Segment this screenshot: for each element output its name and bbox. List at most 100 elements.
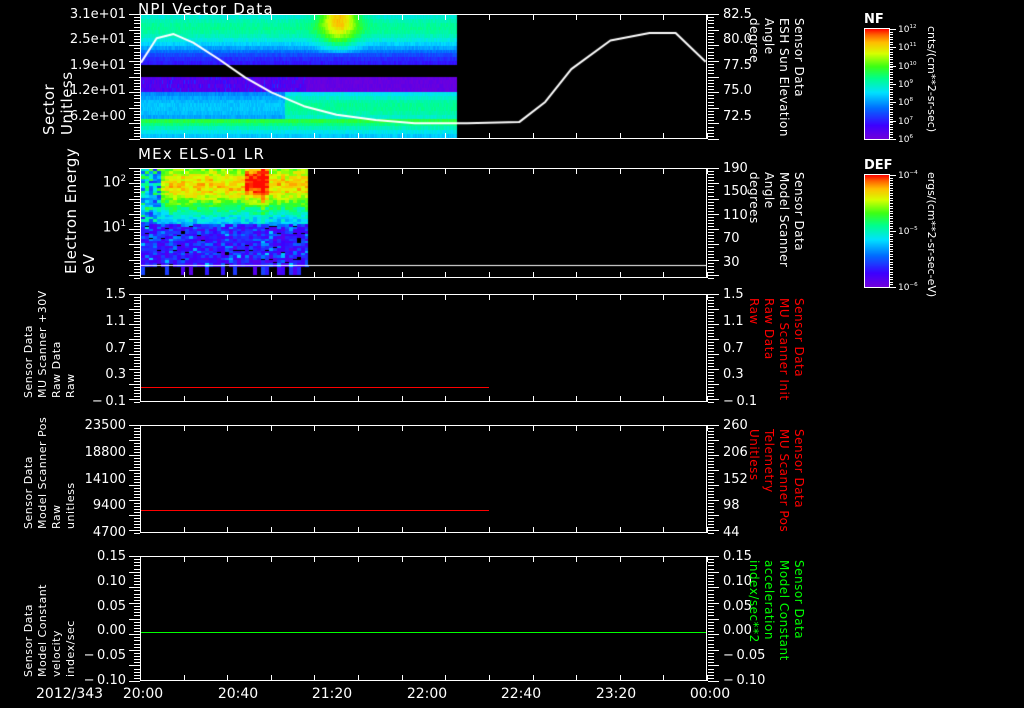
axis-tick — [708, 315, 714, 316]
axis-tick — [708, 482, 714, 483]
right-axis-tick-label: 0.00 — [723, 623, 752, 638]
axis-tick — [708, 446, 714, 447]
axis-tick-x — [402, 294, 403, 300]
axis-tick — [708, 123, 719, 124]
colorbar-minor-tick — [890, 254, 893, 255]
axis-tick — [134, 269, 140, 270]
axis-tick — [134, 609, 140, 610]
right-axis-tick-label: 70 — [723, 231, 740, 246]
axis-tick-x — [314, 294, 315, 300]
axis-tick — [134, 226, 140, 227]
axis-tick — [134, 363, 140, 364]
axis-tick — [134, 217, 140, 218]
axis-tick — [708, 309, 719, 310]
colorbar-minor-tick — [890, 127, 893, 128]
axis-tick — [134, 606, 140, 607]
axis-tick — [708, 205, 714, 206]
colorbar-minor-tick — [890, 82, 893, 83]
axis-tick-x — [271, 556, 272, 562]
axis-tick — [134, 428, 140, 429]
axis-tick-x — [358, 294, 359, 300]
left-axis-tick-label: 9400 — [92, 498, 126, 513]
colorbar-minor-tick — [890, 231, 893, 232]
axis-tick — [134, 55, 140, 56]
axis-tick — [708, 375, 714, 376]
axis-tick — [134, 120, 140, 121]
axis-tick — [134, 488, 140, 489]
axis-tick — [708, 180, 714, 181]
axis-tick — [708, 73, 714, 74]
colorbar-nf-tick-label: 108 — [898, 97, 914, 108]
axis-tick — [708, 294, 719, 295]
colorbar-minor-tick — [890, 104, 893, 105]
right-axis-label-line: Telemetry — [762, 429, 776, 493]
colorbar-minor-tick — [890, 132, 893, 133]
axis-tick — [708, 425, 719, 426]
axis-tick — [708, 30, 719, 31]
axis-tick — [134, 318, 140, 319]
axis-tick-x — [184, 527, 185, 533]
axis-tick-x — [140, 396, 141, 402]
colorbar-minor-tick — [890, 175, 893, 176]
axis-tick — [708, 467, 714, 468]
axis-tick — [708, 192, 714, 193]
axis-tick — [134, 494, 140, 495]
axis-tick — [134, 232, 140, 233]
colorbar-nf-tick-label: 1011 — [898, 42, 917, 53]
colorbar-minor-tick — [890, 264, 893, 265]
axis-tick-x — [140, 168, 141, 174]
axis-tick — [708, 266, 714, 267]
axis-tick-x — [271, 396, 272, 402]
axis-tick — [708, 17, 714, 18]
axis-tick — [708, 39, 714, 40]
left-axis-label-line: Raw — [50, 504, 63, 529]
axis-tick — [134, 675, 140, 676]
axis-tick — [129, 572, 140, 573]
right-axis-label-line: Sensor Data — [792, 18, 806, 98]
axis-tick — [134, 622, 140, 623]
axis-tick — [134, 333, 140, 334]
colorbar-minor-tick — [890, 180, 893, 181]
axis-tick — [708, 229, 719, 230]
panel-model-scanner-pos — [140, 425, 707, 533]
axis-tick — [708, 360, 714, 361]
x-axis-date-label: 2012/343 — [36, 686, 104, 702]
axis-tick — [134, 524, 140, 525]
axis-tick — [708, 183, 719, 184]
colorbar-minor-tick — [890, 223, 893, 224]
right-axis-tick-label: 82.5 — [723, 7, 752, 22]
axis-tick — [708, 351, 714, 352]
axis-tick — [708, 244, 719, 245]
axis-tick-x — [271, 14, 272, 20]
axis-tick — [708, 363, 714, 364]
axis-tick — [134, 303, 140, 304]
colorbar-minor-tick — [890, 267, 893, 268]
axis-tick-x — [184, 294, 185, 300]
axis-tick — [134, 315, 140, 316]
axis-tick-x — [707, 294, 708, 300]
axis-tick — [134, 659, 140, 660]
axis-tick-x — [140, 133, 141, 139]
left-axis-label-line: Unitless — [58, 71, 76, 135]
colorbar-tick-mark — [890, 231, 896, 232]
axis-tick — [708, 70, 714, 71]
axis-tick — [708, 565, 714, 566]
right-axis-tick-label: 72.5 — [723, 109, 752, 124]
axis-tick-x — [533, 396, 534, 402]
axis-tick — [134, 669, 140, 670]
axis-tick-x — [271, 272, 272, 278]
axis-tick — [134, 211, 140, 212]
axis-tick — [708, 171, 714, 172]
axis-tick — [708, 232, 714, 233]
axis-tick — [708, 672, 714, 673]
colorbar-nf-tick-label: 106 — [898, 134, 914, 145]
axis-tick — [708, 202, 714, 203]
axis-tick — [708, 327, 714, 328]
left-axis-tick-label: 18800 — [84, 445, 126, 460]
axis-tick-x — [358, 556, 359, 562]
axis-tick — [708, 659, 714, 660]
axis-tick — [708, 214, 719, 215]
axis-tick-x — [620, 675, 621, 681]
axis-tick — [129, 369, 140, 370]
panel-model-constant-velocity — [140, 556, 707, 681]
